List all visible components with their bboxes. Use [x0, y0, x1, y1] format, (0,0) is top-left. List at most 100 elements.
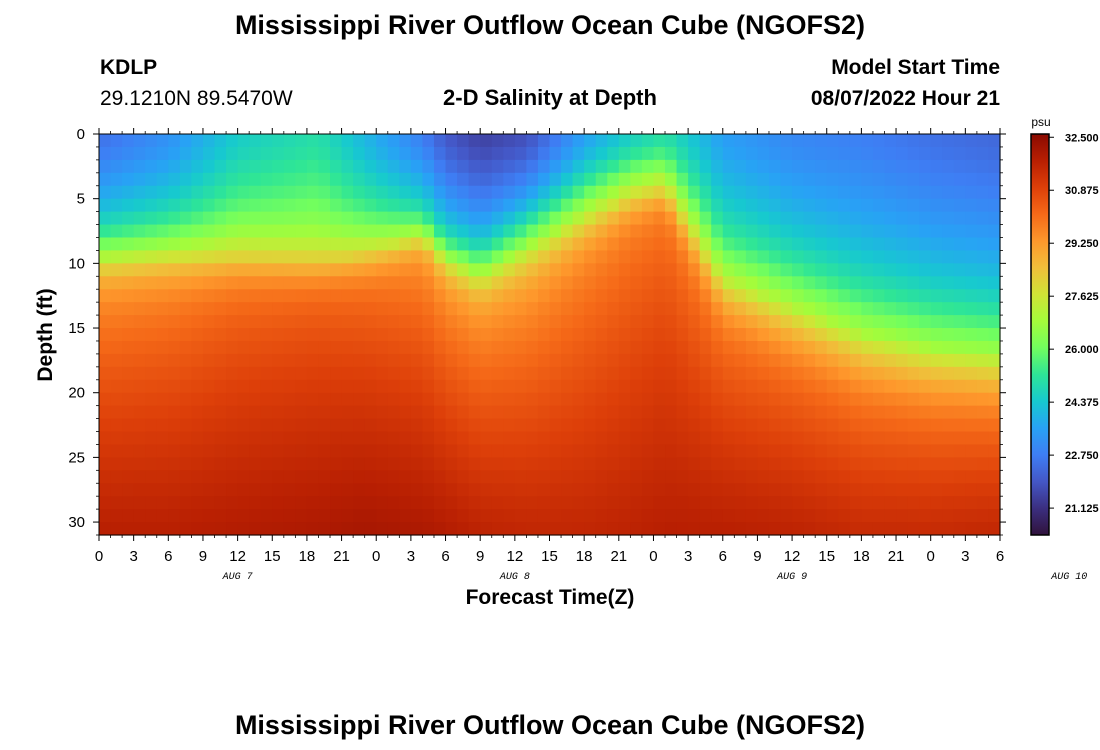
heatmap-cell: [353, 353, 366, 368]
heatmap-cell: [826, 302, 839, 316]
heatmap-cell: [457, 509, 470, 523]
heatmap-cell: [491, 134, 504, 148]
heatmap-cell: [861, 522, 874, 536]
heatmap-cell: [503, 198, 516, 213]
heatmap-cell: [202, 134, 216, 148]
heatmap-cell: [734, 470, 747, 484]
heatmap-cell: [168, 470, 181, 484]
heatmap-cell: [572, 302, 585, 316]
heatmap-cell: [953, 431, 966, 446]
heatmap-cell: [480, 198, 493, 213]
heatmap-cell: [249, 159, 262, 174]
heatmap-cell: [318, 496, 331, 510]
heatmap-cell: [665, 263, 678, 277]
heatmap-cell: [491, 250, 504, 264]
heatmap-cell: [145, 146, 158, 161]
heatmap-cell: [422, 185, 435, 200]
heatmap-cell: [826, 134, 839, 148]
heatmap-cell: [191, 146, 204, 161]
heatmap-cell: [849, 315, 862, 329]
heatmap-cell: [699, 134, 712, 148]
heatmap-cell: [953, 146, 966, 161]
heatmap-cell: [780, 198, 793, 213]
heatmap-cell: [872, 353, 886, 368]
heatmap-cell: [226, 159, 239, 174]
heatmap-cell: [237, 211, 250, 226]
heatmap-cell: [745, 392, 759, 407]
heatmap-cell: [422, 276, 435, 290]
heatmap-cell: [734, 509, 747, 523]
heatmap-cell: [226, 198, 239, 213]
heatmap-cell: [422, 353, 435, 368]
heatmap-cell: [399, 276, 412, 290]
heatmap-cell: [99, 146, 112, 161]
salinity-heatmap: [99, 134, 1001, 536]
heatmap-cell: [122, 263, 135, 277]
colorbar-tick-label: 21.125: [1065, 503, 1099, 515]
heatmap-cell: [595, 444, 608, 458]
heatmap-cell: [896, 328, 909, 342]
heatmap-cell: [422, 496, 435, 510]
heatmap-cell: [457, 496, 470, 510]
x-tick-label: 9: [476, 548, 484, 565]
heatmap-cell: [953, 237, 966, 252]
heatmap-cell: [826, 224, 839, 239]
heatmap-cell: [202, 237, 216, 252]
heatmap-cell: [480, 224, 493, 239]
heatmap-cell: [815, 224, 828, 239]
heatmap-cell: [133, 172, 146, 187]
heatmap-cell: [988, 224, 1001, 239]
heatmap-cell: [122, 379, 135, 394]
heatmap-cell: [976, 134, 990, 148]
heatmap-cell: [549, 224, 562, 239]
heatmap-cell: [503, 134, 516, 148]
heatmap-cell: [295, 159, 308, 174]
heatmap-cell: [422, 315, 435, 329]
heatmap-cell: [792, 470, 805, 484]
heatmap-cell: [202, 146, 216, 161]
heatmap-cell: [572, 276, 585, 290]
colorbar-tick-label: 29.250: [1065, 238, 1099, 250]
heatmap-cell: [549, 211, 562, 226]
heatmap-cell: [445, 276, 458, 290]
heatmap-cell: [376, 522, 389, 536]
heatmap-cell: [272, 172, 285, 187]
heatmap-cell: [907, 444, 920, 458]
heatmap-cell: [734, 237, 747, 252]
x-tick-label: 15: [541, 548, 558, 565]
heatmap-cell: [584, 172, 597, 187]
heatmap-cell: [884, 146, 897, 161]
heatmap-cell: [537, 379, 551, 394]
heatmap-cell: [792, 392, 805, 407]
heatmap-cell: [792, 172, 805, 187]
heatmap-cell: [249, 263, 262, 277]
heatmap-cell: [237, 392, 250, 407]
heatmap-cell: [630, 302, 643, 316]
heatmap-cell: [792, 185, 805, 200]
heatmap-cell: [942, 405, 955, 420]
heatmap-cell: [803, 483, 816, 497]
heatmap-cell: [688, 289, 701, 303]
heatmap-cell: [618, 522, 631, 536]
heatmap-cell: [249, 185, 262, 200]
heatmap-cell: [122, 315, 135, 329]
heatmap-cell: [491, 483, 504, 497]
heatmap-cell: [376, 134, 389, 148]
heatmap-cell: [99, 250, 112, 264]
heatmap-cell: [561, 483, 574, 497]
heatmap-cell: [792, 289, 805, 303]
heatmap-cell: [537, 185, 551, 200]
heatmap-cell: [676, 470, 689, 484]
heatmap-cell: [353, 340, 366, 355]
heatmap-cell: [468, 405, 481, 420]
heatmap-cell: [919, 496, 932, 510]
heatmap-cell: [364, 483, 377, 497]
heatmap-cell: [99, 353, 112, 368]
heatmap-cell: [919, 159, 932, 174]
heatmap-cell: [745, 340, 759, 355]
heatmap-cell: [364, 315, 377, 329]
heatmap-cell: [364, 289, 377, 303]
heatmap-cell: [665, 483, 678, 497]
heatmap-cell: [572, 379, 585, 394]
heatmap-cell: [676, 211, 689, 226]
